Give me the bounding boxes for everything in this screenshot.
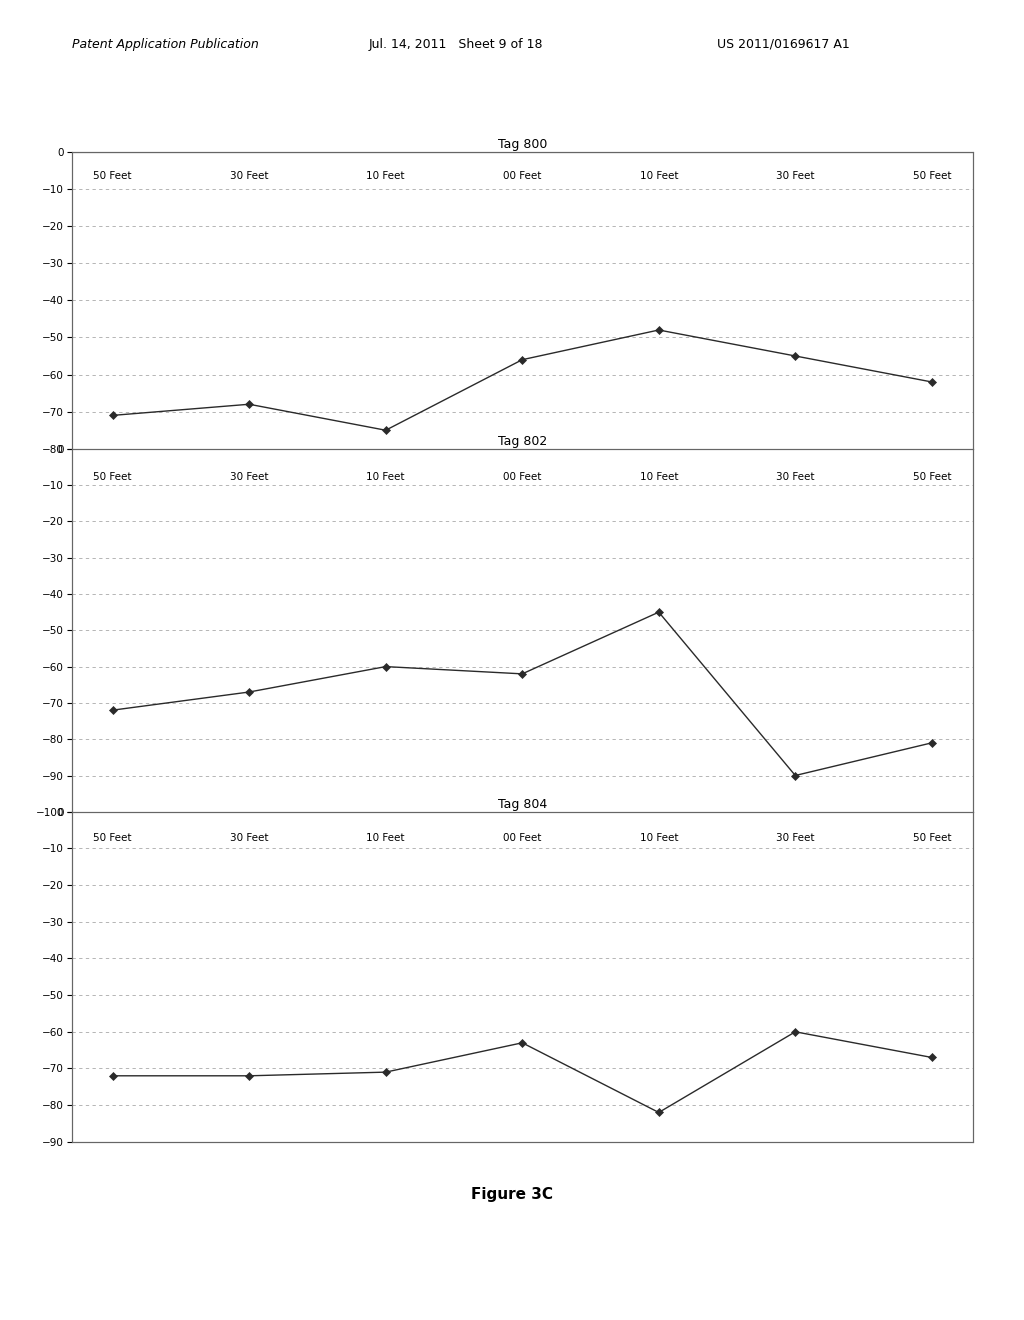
Text: 00 Feet: 00 Feet <box>503 833 542 843</box>
Text: 30 Feet: 30 Feet <box>230 172 268 181</box>
Text: 30 Feet: 30 Feet <box>776 473 814 482</box>
Text: 10 Feet: 10 Feet <box>640 473 678 482</box>
Text: Patent Application Publication: Patent Application Publication <box>72 37 258 50</box>
Text: 10 Feet: 10 Feet <box>640 172 678 181</box>
Text: 30 Feet: 30 Feet <box>230 473 268 482</box>
Text: US 2011/0169617 A1: US 2011/0169617 A1 <box>717 37 850 50</box>
Text: 50 Feet: 50 Feet <box>93 473 132 482</box>
Text: 50 Feet: 50 Feet <box>93 833 132 843</box>
Text: 50 Feet: 50 Feet <box>912 172 951 181</box>
Text: 10 Feet: 10 Feet <box>640 833 678 843</box>
Text: 30 Feet: 30 Feet <box>230 833 268 843</box>
Text: Figure 3C: Figure 3C <box>471 1187 553 1203</box>
Text: 10 Feet: 10 Feet <box>367 172 404 181</box>
Text: 10 Feet: 10 Feet <box>367 473 404 482</box>
Title: Tag 802: Tag 802 <box>498 434 547 447</box>
Text: 50 Feet: 50 Feet <box>93 172 132 181</box>
Text: 00 Feet: 00 Feet <box>503 172 542 181</box>
Text: 50 Feet: 50 Feet <box>912 833 951 843</box>
Text: 30 Feet: 30 Feet <box>776 833 814 843</box>
Text: Jul. 14, 2011   Sheet 9 of 18: Jul. 14, 2011 Sheet 9 of 18 <box>369 37 543 50</box>
Title: Tag 800: Tag 800 <box>498 137 547 150</box>
Text: 00 Feet: 00 Feet <box>503 473 542 482</box>
Text: 30 Feet: 30 Feet <box>776 172 814 181</box>
Text: 50 Feet: 50 Feet <box>912 473 951 482</box>
Text: 10 Feet: 10 Feet <box>367 833 404 843</box>
Title: Tag 804: Tag 804 <box>498 797 547 810</box>
